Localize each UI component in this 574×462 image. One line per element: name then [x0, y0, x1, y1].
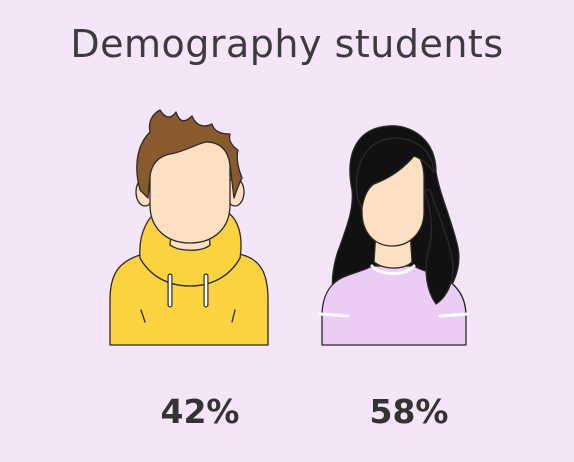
male-hair — [136, 109, 243, 199]
female-sleeve-left — [318, 312, 350, 318]
female-figure — [318, 125, 470, 346]
male-figure — [109, 109, 269, 346]
male-fold-right — [231, 309, 236, 323]
female-hair-front — [355, 137, 435, 209]
female-hair-right — [423, 189, 454, 305]
female-collar — [370, 264, 416, 275]
female-percentage-label: 58% — [369, 392, 449, 431]
male-percentage-label: 42% — [160, 392, 240, 431]
chart-title: Demography students — [70, 22, 504, 66]
male-fold-left — [140, 309, 146, 323]
female-sleeve-right — [438, 312, 470, 318]
